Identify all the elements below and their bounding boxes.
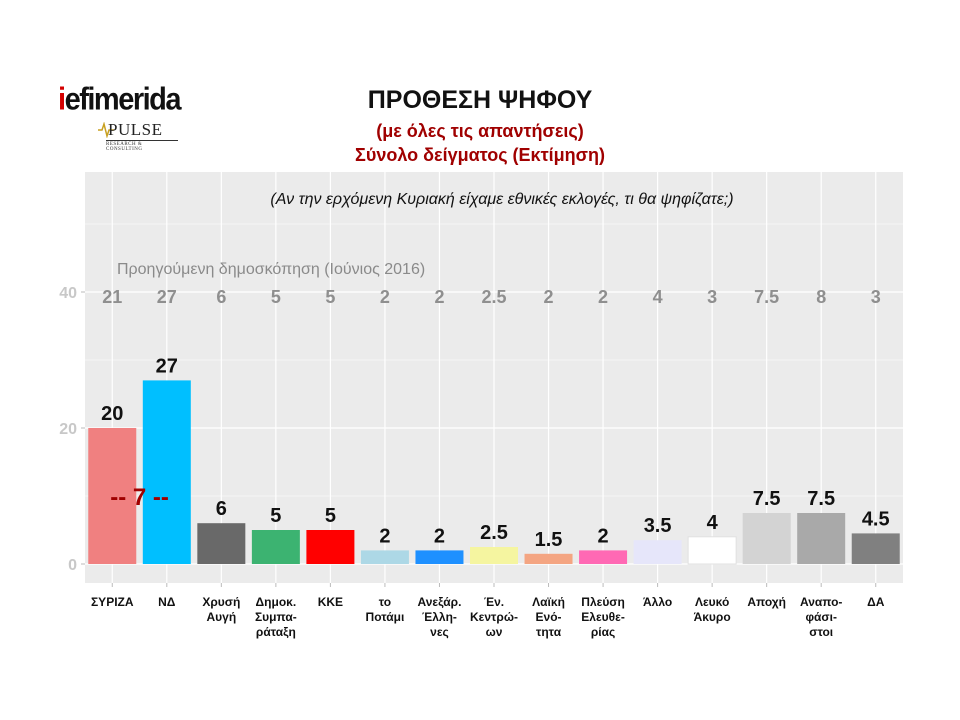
chart-subtitle-2: Σύνολο δείγματος (Εκτίμηση) bbox=[355, 145, 605, 165]
x-category-label: Αναπο- bbox=[800, 595, 842, 609]
x-category-label: Άκυρο bbox=[694, 610, 731, 624]
bar bbox=[797, 513, 846, 564]
bar-value-label: 7.5 bbox=[807, 488, 835, 510]
bar bbox=[579, 550, 628, 564]
previous-value-label: 8 bbox=[816, 287, 826, 307]
x-category-label: Χρυσή bbox=[202, 595, 240, 609]
x-category-label: ράταξη bbox=[256, 625, 296, 639]
x-category-label: Ποτάμι bbox=[366, 610, 405, 624]
pulse-wave-icon bbox=[98, 122, 114, 138]
x-category-label: Άλλο bbox=[643, 595, 672, 609]
survey-question: (Αν την ερχόμενη Κυριακή είχαμε εθνικές … bbox=[270, 191, 733, 208]
bar-value-label: 2 bbox=[379, 525, 390, 547]
x-category-label: ΝΔ bbox=[158, 595, 176, 609]
x-category-label: Ανεξάρ. bbox=[418, 595, 462, 609]
previous-value-label: 2 bbox=[544, 287, 554, 307]
x-category-label: ρίας bbox=[591, 625, 615, 639]
previous-value-label: 7.5 bbox=[754, 287, 779, 307]
chart-title: ΠΡΟΘΕΣΗ ΨΗΦΟΥ bbox=[367, 86, 593, 114]
bar-value-label: 2 bbox=[434, 525, 445, 547]
bar bbox=[470, 547, 518, 564]
x-category-label: Ελευθε- bbox=[581, 610, 625, 624]
x-category-label: Λευκό bbox=[695, 595, 729, 609]
bar bbox=[742, 513, 791, 564]
x-category-label: Συμπα- bbox=[255, 610, 297, 624]
bar-value-label: 4 bbox=[707, 512, 719, 534]
previous-value-label: 2 bbox=[434, 287, 444, 307]
x-category-label: ΣΥΡΙΖΑ bbox=[91, 595, 134, 609]
x-category-label: Δημοκ. bbox=[256, 595, 297, 609]
previous-poll-label: Προηγούμενη δημοσκόπηση (Ιούνιος 2016) bbox=[117, 261, 425, 278]
iefimerida-wordmark: iefimerida bbox=[58, 82, 182, 118]
wordmark-rest: efimerida bbox=[64, 82, 182, 118]
x-category-label: Κεντρώ- bbox=[470, 610, 518, 624]
x-category-label: τητα bbox=[536, 625, 562, 639]
previous-value-label: 3 bbox=[707, 287, 717, 307]
x-category-label: Ενό- bbox=[536, 610, 562, 624]
bar-value-label: 2 bbox=[598, 525, 609, 547]
previous-value-label: 5 bbox=[325, 287, 335, 307]
previous-value-label: 5 bbox=[271, 287, 281, 307]
bar bbox=[88, 428, 137, 564]
x-category-label: Λαϊκή bbox=[532, 595, 565, 609]
previous-value-label: 2 bbox=[598, 287, 608, 307]
bar-value-label: 1.5 bbox=[535, 529, 563, 551]
bar bbox=[142, 380, 191, 564]
bar-value-label: 20 bbox=[101, 403, 123, 425]
x-category-label: στοι bbox=[809, 625, 833, 639]
x-category-label: ΚΚΕ bbox=[318, 595, 343, 609]
bar-value-label: 6 bbox=[216, 498, 227, 520]
wordmark-prefix: i bbox=[58, 82, 66, 118]
bar bbox=[851, 533, 900, 564]
bar-value-label: 5 bbox=[325, 505, 336, 527]
x-category-label: Έλλη- bbox=[422, 610, 457, 624]
bar bbox=[197, 523, 246, 564]
previous-value-label: 2.5 bbox=[481, 287, 506, 307]
x-category-label: ων bbox=[486, 625, 503, 639]
x-category-label: νες bbox=[430, 625, 449, 639]
bar bbox=[633, 540, 682, 564]
x-category-label: Αποχή bbox=[747, 595, 786, 609]
bar bbox=[306, 530, 355, 564]
x-category-label: Πλεύση bbox=[581, 595, 625, 609]
previous-value-label: 27 bbox=[157, 287, 177, 307]
pulse-tagline: RESEARCH & CONSULTING bbox=[106, 140, 178, 152]
y-tick-label: 20 bbox=[59, 421, 77, 438]
y-tick-label: 40 bbox=[59, 285, 77, 302]
x-category-label: φάσι- bbox=[805, 610, 837, 624]
bar-value-label: 7.5 bbox=[753, 488, 781, 510]
x-category-label: Αυγή bbox=[207, 610, 237, 624]
bar bbox=[360, 550, 409, 564]
x-category-label: το bbox=[379, 595, 391, 609]
y-tick-label: 0 bbox=[68, 557, 77, 574]
bar-value-label: 3.5 bbox=[644, 515, 672, 537]
previous-value-label: 3 bbox=[871, 287, 881, 307]
previous-value-label: 6 bbox=[216, 287, 226, 307]
bar bbox=[687, 536, 737, 565]
iefimerida-pulse-logo: iefimerida PULSE RESEARCH & CONSULTING bbox=[58, 82, 182, 152]
bar bbox=[415, 550, 464, 564]
bar bbox=[524, 553, 573, 564]
bar bbox=[251, 530, 300, 564]
previous-value-label: 4 bbox=[653, 287, 663, 307]
bar-value-label: 2.5 bbox=[480, 522, 508, 544]
x-category-label: Έν. bbox=[484, 595, 504, 609]
bar-value-label: 4.5 bbox=[862, 508, 890, 530]
gap-annotation: -- 7 -- bbox=[110, 484, 169, 511]
x-category-label: ΔΑ bbox=[867, 595, 885, 609]
bar-value-label: 27 bbox=[156, 355, 178, 377]
bar-value-label: 5 bbox=[270, 505, 281, 527]
chart-subtitle-1: (με όλες τις απαντήσεις) bbox=[376, 121, 584, 141]
previous-value-label: 2 bbox=[380, 287, 390, 307]
previous-value-label: 21 bbox=[102, 287, 122, 307]
pulse-wordmark: PULSE bbox=[108, 120, 163, 139]
